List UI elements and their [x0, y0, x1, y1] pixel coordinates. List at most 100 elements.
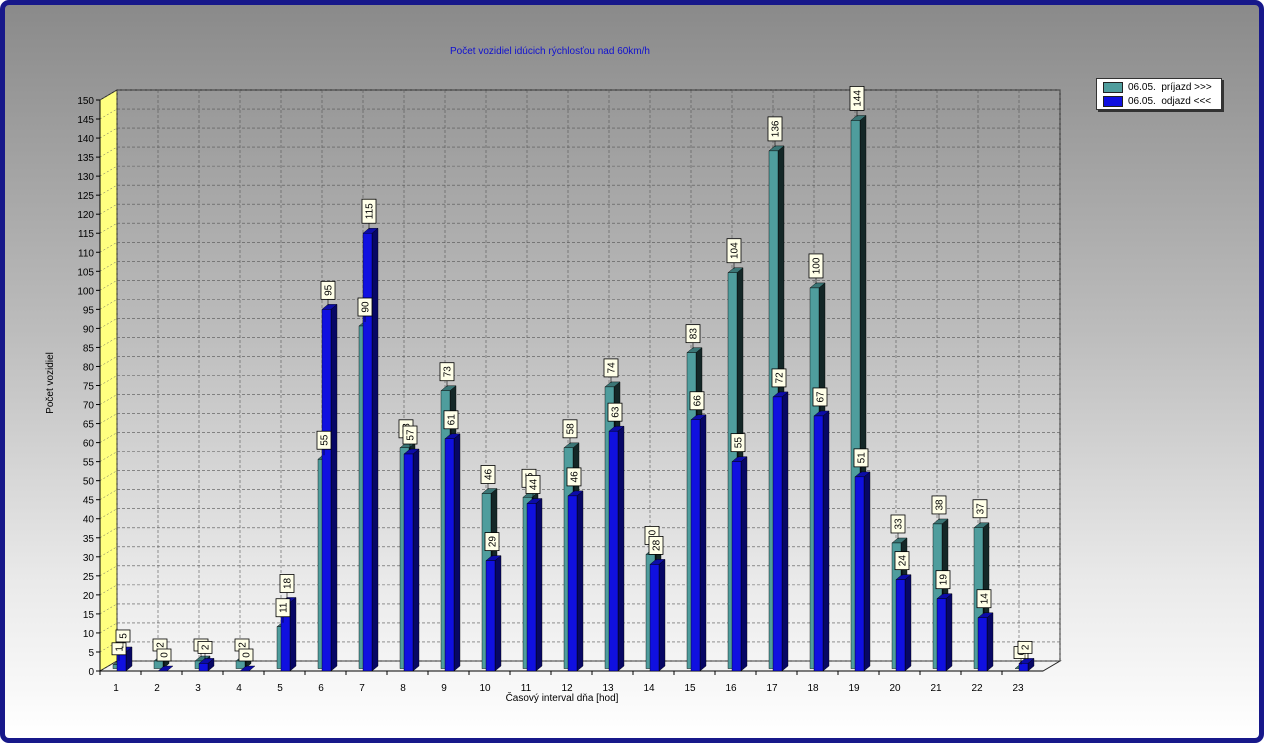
legend-label-departure: 06.05. odjazd <<< [1128, 96, 1212, 107]
y-tick-label: 30 [83, 553, 95, 564]
data-label-box [238, 648, 254, 662]
bar-side [863, 471, 871, 672]
data-label-box [443, 410, 459, 430]
data-label-text: 18 [283, 577, 294, 589]
x-tick-label: 7 [359, 683, 365, 694]
y-tick-label: 20 [83, 591, 95, 602]
bar [362, 227, 379, 672]
data-label-text: 46 [484, 468, 495, 480]
legend-swatch-arrival [1103, 82, 1123, 93]
data-label: 58 [562, 419, 578, 444]
data-label-text: 19 [939, 574, 950, 586]
data-label-box [402, 425, 418, 445]
data-label-text: 0 [160, 652, 171, 658]
data-label-text: 5 [119, 633, 130, 639]
data-label: 0 [238, 648, 254, 667]
chart-area: 0510152025303540455055606570758085909510… [45, 46, 1062, 704]
data-label-text: 74 [607, 362, 618, 374]
data-label-text: 61 [447, 414, 458, 426]
data-label-text: 73 [443, 366, 454, 378]
bar-side [904, 574, 912, 672]
y-tick-label: 105 [77, 267, 94, 278]
data-label: 104 [726, 238, 742, 269]
x-tick-label: 9 [441, 683, 447, 694]
data-label: 55 [316, 430, 332, 456]
data-label-text: 1 [115, 646, 126, 652]
grid-line-side [99, 394, 118, 405]
data-label: 74 [603, 358, 619, 383]
bar [157, 665, 174, 672]
data-label: 46 [480, 465, 496, 490]
bar-side [781, 391, 789, 672]
data-label-box [931, 495, 947, 515]
bar [321, 303, 338, 672]
y-tick-label: 80 [83, 362, 95, 373]
x-tick-label: 4 [236, 683, 242, 694]
data-label-box [849, 86, 865, 111]
grid-line-side [99, 508, 118, 519]
grid-line-side [99, 451, 118, 462]
data-label-box [972, 499, 988, 519]
x-tick-label: 8 [400, 683, 406, 694]
grid-line-side [99, 337, 118, 348]
data-label-box [935, 570, 951, 590]
x-tick-label: 3 [195, 683, 201, 694]
y-tick-label: 95 [83, 305, 95, 316]
data-label: 1 [111, 642, 127, 661]
y-tick-label: 145 [77, 115, 94, 126]
data-label-box [361, 198, 377, 224]
data-label: 33 [890, 514, 906, 539]
data-label-text: 2 [1021, 644, 1032, 650]
x-tick-label: 19 [848, 683, 860, 694]
grid-line-side [99, 565, 118, 577]
grid-line-side [99, 584, 118, 596]
x-tick-label: 22 [971, 683, 983, 694]
bar-side [699, 414, 707, 672]
bar-side [822, 410, 830, 672]
bar-front [895, 579, 906, 672]
data-label-text: 24 [898, 555, 909, 567]
data-label: 2 [1017, 640, 1033, 660]
chart-title: Počet vozidiel idúcich rýchlosťou nad 60… [450, 46, 650, 57]
data-label-box [562, 419, 578, 439]
bar [649, 558, 666, 672]
y-tick-label: 65 [83, 420, 95, 431]
grid-line-side [99, 89, 118, 101]
y-tick-label: 120 [77, 210, 94, 221]
data-label-text: 0 [242, 652, 253, 658]
bar-side [986, 612, 994, 672]
data-label: 100 [808, 253, 824, 284]
data-label-text: 44 [529, 479, 540, 491]
data-label-text: 30 [648, 529, 659, 541]
grid-line-side [99, 432, 118, 443]
bar [403, 448, 420, 672]
bar-front [772, 396, 783, 672]
bar-front [690, 419, 701, 672]
data-label-text: 57 [406, 429, 417, 441]
bar-side [945, 593, 953, 672]
data-label-text: 67 [816, 391, 827, 403]
bar [198, 657, 215, 672]
bar [567, 490, 584, 672]
data-label-box [480, 465, 496, 484]
grid-line-side [99, 127, 118, 139]
bar [977, 612, 994, 672]
x-tick-label: 1 [113, 683, 119, 694]
x-tick-label: 6 [318, 683, 324, 694]
data-label-box [439, 362, 455, 382]
x-tick-label: 11 [521, 683, 532, 694]
grid-line-side [99, 299, 118, 310]
data-label: 37 [972, 499, 988, 524]
y-tick-label: 100 [77, 286, 94, 297]
bar-front [321, 309, 332, 672]
data-label-text: 104 [730, 242, 741, 259]
bar-front [153, 660, 164, 669]
x-tick-label: 5 [277, 683, 283, 694]
bar [936, 593, 953, 672]
grid-line-side [99, 223, 118, 234]
y-tick-label: 15 [83, 610, 95, 621]
data-label-box [767, 116, 783, 142]
data-label: 72 [771, 368, 787, 393]
bar [1018, 657, 1035, 672]
grid-line-side [99, 375, 118, 386]
